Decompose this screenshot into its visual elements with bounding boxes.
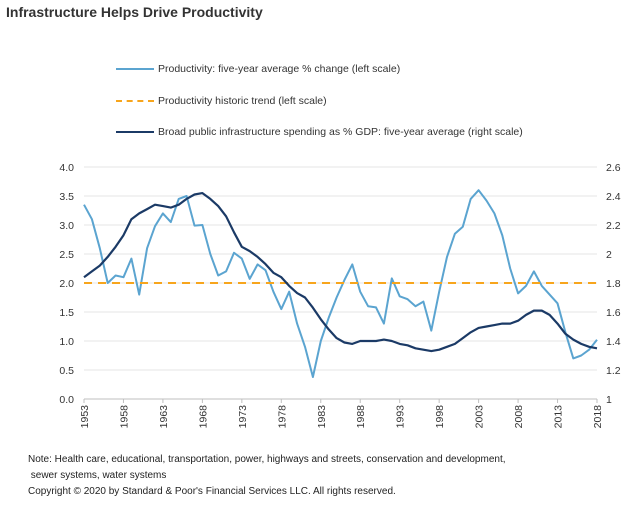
legend: Productivity: five-year average % change… [116,62,523,157]
y-left-tick-label: 4.0 [59,162,74,174]
x-tick-label: 2003 [474,405,486,429]
y-right-tick-label: 2.6 [606,162,621,174]
legend-swatch-productivity [116,68,154,70]
legend-item-trend: Productivity historic trend (left scale) [116,94,523,108]
y-right-tick-label: 2.2 [606,220,621,232]
x-tick-label: 1998 [434,405,446,429]
legend-swatch-infrastructure [116,131,154,133]
legend-swatch-trend [116,99,154,102]
y-left-tick-label: 1.0 [59,336,74,348]
x-tick-label: 1973 [237,405,249,429]
y-right-tick-label: 1.8 [606,278,621,290]
x-tick-label: 1953 [79,405,91,429]
x-tick-label: 2013 [553,405,565,429]
x-tick-label: 1988 [355,405,367,429]
legend-item-infrastructure: Broad public infrastructure spending as … [116,125,523,139]
x-tick-label: 1978 [276,405,288,429]
legend-label-infrastructure: Broad public infrastructure spending as … [158,126,523,138]
y-left-tick-label: 2.0 [59,278,74,290]
x-tick-label: 2018 [592,405,604,429]
x-tick-label: 1963 [158,405,170,429]
y-left-tick-label: 3.0 [59,220,74,232]
y-left-tick-label: 1.5 [59,307,74,319]
series-line-infrastructure [83,192,598,353]
y-left-tick-label: 3.5 [59,191,74,203]
note-line-2: sewer systems, water systems [28,470,167,481]
legend-item-productivity: Productivity: five-year average % change… [116,62,523,76]
x-tick-label: 1983 [316,405,328,429]
y-left-tick-label: 2.5 [59,249,74,261]
y-right-tick-label: 2.4 [606,191,621,203]
note-line-1: Note: Health care, educational, transpor… [28,454,506,465]
y-left-tick-label: 0.5 [59,365,74,377]
y-right-tick-label: 1.2 [606,365,621,377]
chart-title: Infrastructure Helps Drive Productivity [6,4,263,20]
series-line-productivity [83,189,598,378]
x-tick-label: 1958 [118,405,130,429]
y-right-tick-label: 1 [606,394,612,406]
x-tick-label: 1968 [197,405,209,429]
y-right-tick-label: 2 [606,249,612,261]
copyright: Copyright © 2020 by Standard & Poor's Fi… [28,486,396,497]
y-right-tick-label: 1.4 [606,336,621,348]
x-tick-label: 2008 [513,405,525,429]
footer-note: Note: Health care, educational, transpor… [28,452,628,500]
chart-area: 0.0 0.5 1.0 1.5 2.0 2.5 3.0 3.5 4.0 1 1.2 1.4 1.6 1.8… [59,162,621,429]
y-left-tick-label: 0.0 [59,394,74,406]
y-right-tick-label: 1.6 [606,307,621,319]
legend-label-productivity: Productivity: five-year average % change… [158,63,401,75]
x-tick-label: 1993 [395,405,407,429]
legend-label-trend: Productivity historic trend (left scale) [158,94,327,107]
